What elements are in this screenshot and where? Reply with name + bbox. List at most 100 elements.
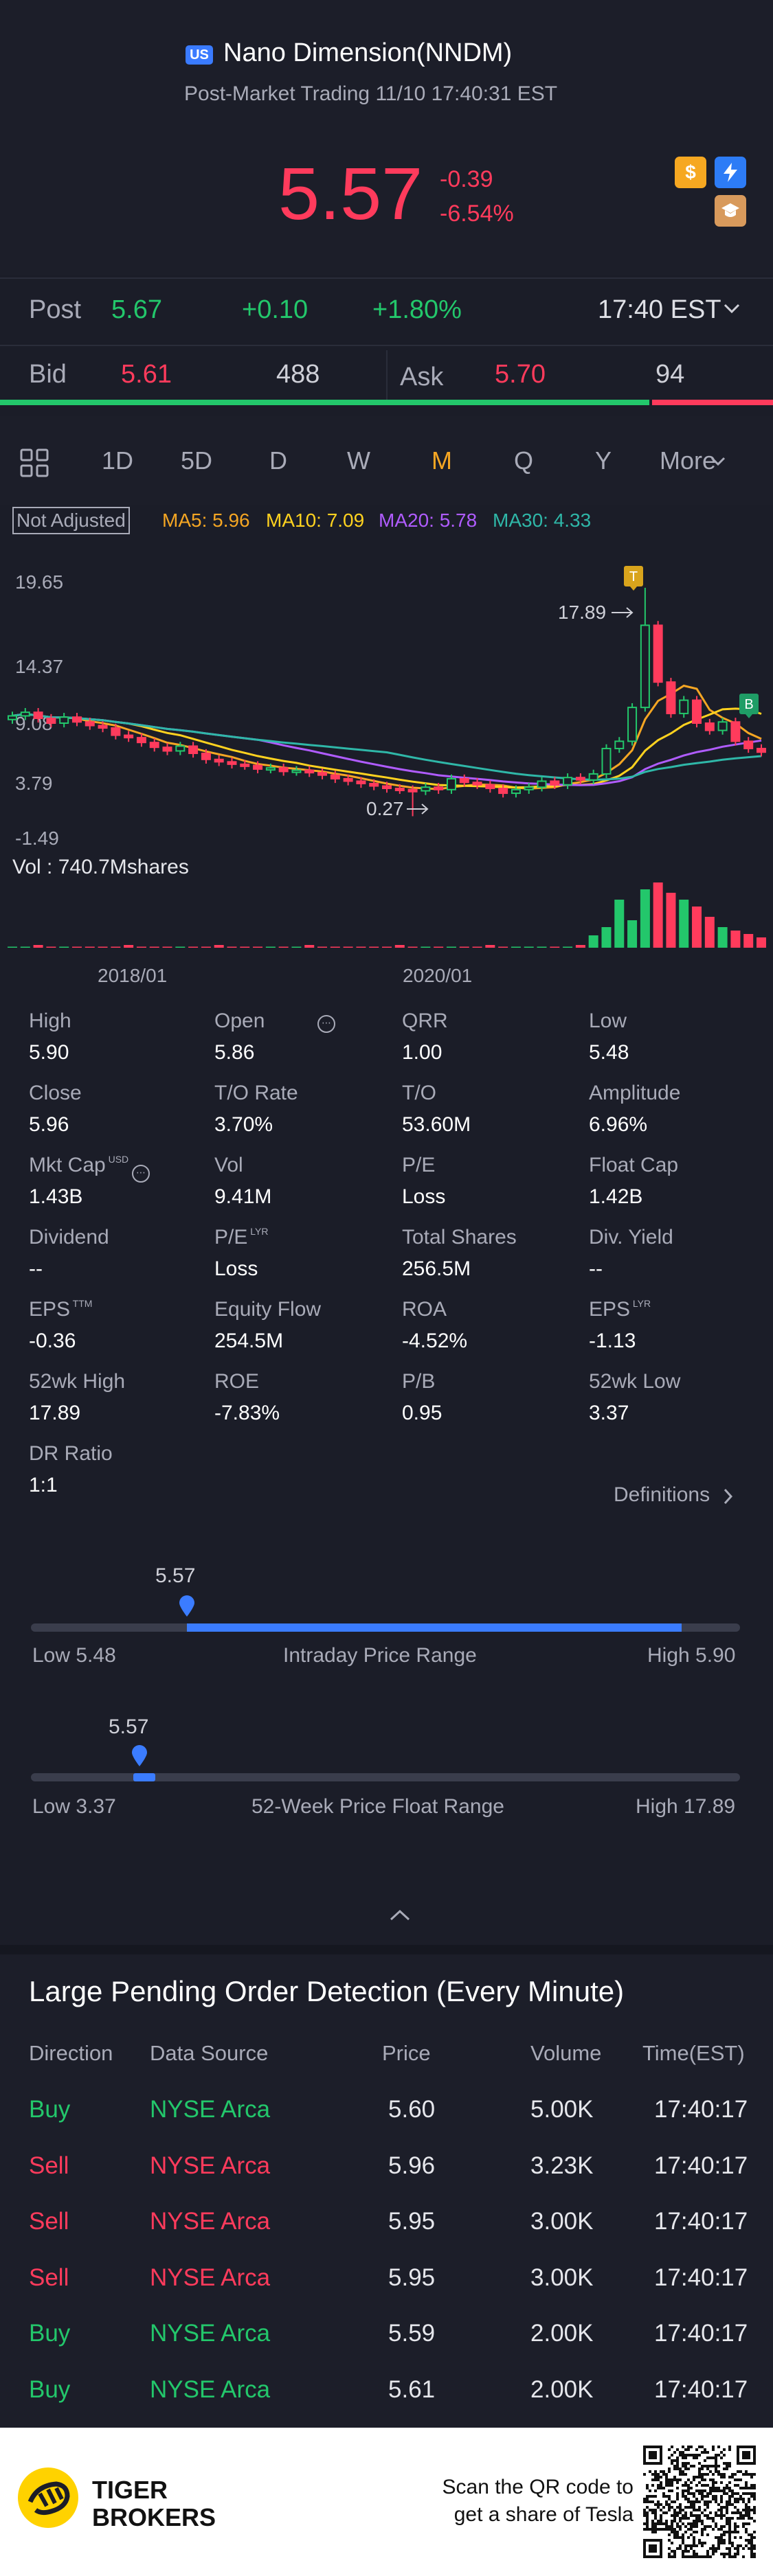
- week52-high-label: High 17.89: [636, 1795, 736, 1818]
- tab-w[interactable]: W: [347, 446, 370, 475]
- week52-current-label: 5.57: [109, 1716, 149, 1738]
- post-change: +0.10: [242, 295, 309, 324]
- ma5-label: MA5: 5.96: [162, 510, 250, 531]
- volume-bar: [382, 946, 392, 948]
- stat-label: Low: [589, 1010, 627, 1032]
- y-tick: 19.65: [15, 571, 63, 593]
- candle-body: [240, 763, 250, 767]
- volume-bar: [588, 935, 598, 948]
- adjust-toggle[interactable]: Not Adjusted: [12, 507, 130, 534]
- volume-bar: [563, 946, 573, 948]
- ask-label: Ask: [400, 363, 444, 391]
- order-source: NYSE Arca: [150, 2375, 271, 2403]
- volume-bar: [149, 946, 159, 948]
- candle-body: [369, 782, 379, 787]
- chevron-down-icon[interactable]: [723, 302, 741, 315]
- volume-bar: [485, 945, 495, 948]
- candle-body: [757, 747, 766, 753]
- chevron-up-icon[interactable]: [388, 1908, 412, 1923]
- candle-body: [498, 788, 508, 795]
- volume-bar: [291, 946, 302, 948]
- tag-t-icon: T: [624, 566, 643, 591]
- order-source: NYSE Arca: [150, 2320, 271, 2347]
- to-rate-info-icon[interactable]: ⋯: [317, 1015, 335, 1033]
- volume-bar: [704, 917, 715, 948]
- candlestick-chart[interactable]: 19.65 14.37 9.08 3.79 -1.49 17.89 0.27 T…: [0, 549, 773, 1003]
- candle-body: [8, 715, 17, 720]
- order-price: 5.60: [388, 2096, 436, 2123]
- chevron-right-icon[interactable]: [723, 1488, 734, 1505]
- candle-body: [265, 767, 276, 771]
- stats-grid: High 5.90 Open 5.86 QRR 1.00 Low 5.48 Close 5.96 T…: [0, 1010, 773, 1531]
- stat-value: 1:1: [29, 1474, 58, 1496]
- candle-body: [407, 788, 418, 793]
- stat-value: 17.89: [29, 1402, 81, 1424]
- candle-body: [46, 717, 56, 725]
- stat-value: 254.5M: [214, 1330, 284, 1352]
- order-source: NYSE Arca: [150, 2096, 271, 2123]
- volume-bar: [240, 946, 250, 948]
- qr-finder: [649, 2451, 657, 2459]
- candle-body: [459, 777, 469, 784]
- stock-title[interactable]: Nano Dimension(NNDM): [223, 38, 513, 67]
- arrow-icon: [407, 803, 429, 814]
- superscript-label: LYR: [247, 1226, 269, 1237]
- volume-bar: [575, 945, 585, 948]
- candle-body: [446, 777, 456, 790]
- post-change-pct: +1.80%: [372, 295, 462, 324]
- volume-bar: [253, 946, 263, 948]
- stat-label: Open: [214, 1010, 265, 1032]
- candle-body: [124, 734, 134, 739]
- tab-y[interactable]: Y: [595, 446, 612, 475]
- dollar-icon[interactable]: $: [675, 157, 706, 188]
- candle-body: [317, 772, 328, 776]
- tab-5d[interactable]: 5D: [181, 446, 213, 475]
- divider: [0, 1945, 773, 1954]
- layout-grid-icon[interactable]: [19, 448, 49, 478]
- post-time[interactable]: 17:40 EST: [598, 295, 721, 324]
- tab-m[interactable]: M: [432, 446, 452, 475]
- tab-1d[interactable]: 1D: [102, 446, 134, 475]
- chevron-down-icon[interactable]: [710, 456, 726, 467]
- mkt-cap-info-icon[interactable]: ⋯: [132, 1165, 150, 1183]
- stat-value: --: [29, 1257, 43, 1280]
- candle-body: [343, 777, 353, 782]
- tab-d[interactable]: D: [269, 446, 287, 475]
- stat-label: Equity Flow: [214, 1298, 322, 1321]
- volume-bar: [46, 946, 56, 948]
- stat-label: ROE: [214, 1370, 260, 1393]
- candle-body: [188, 745, 199, 754]
- ask-price: 5.70: [495, 360, 546, 389]
- volume-bar: [627, 920, 638, 948]
- volume-bar: [175, 946, 186, 948]
- footer-banner: TIGER BROKERS Scan the QR code to get a …: [0, 2428, 773, 2576]
- order-direction: Sell: [29, 2208, 69, 2235]
- candle-body: [614, 740, 625, 749]
- stat-value: 6.96%: [589, 1113, 648, 1136]
- svg-text:B: B: [744, 697, 753, 712]
- candle-body: [253, 764, 263, 770]
- stat-label: Close: [29, 1082, 82, 1104]
- candle-body: [563, 777, 573, 786]
- candle-body: [679, 699, 689, 714]
- stat-value: 1.42B: [589, 1185, 643, 1208]
- education-icon[interactable]: [715, 195, 746, 227]
- tab-more[interactable]: More: [660, 446, 717, 475]
- stat-value: 256.5M: [402, 1257, 471, 1280]
- stat-value: 5.86: [214, 1041, 255, 1064]
- intraday-range-fill: [187, 1623, 682, 1632]
- candle-body: [382, 785, 392, 790]
- definitions-link[interactable]: Definitions: [614, 1483, 710, 1506]
- tab-q[interactable]: Q: [514, 446, 534, 475]
- stat-value: 1.43B: [29, 1185, 83, 1208]
- arrow-icon: [612, 607, 634, 618]
- volume-bar: [666, 893, 676, 948]
- lightning-icon[interactable]: [715, 157, 746, 188]
- candle-body: [162, 746, 172, 752]
- volume-bar: [640, 889, 650, 948]
- qr-code[interactable]: [643, 2446, 756, 2558]
- order-volume: 5.00K: [530, 2096, 594, 2123]
- stat-value: 3.70%: [214, 1113, 273, 1136]
- stat-label: P/E: [402, 1154, 436, 1176]
- volume-bar: [498, 946, 508, 948]
